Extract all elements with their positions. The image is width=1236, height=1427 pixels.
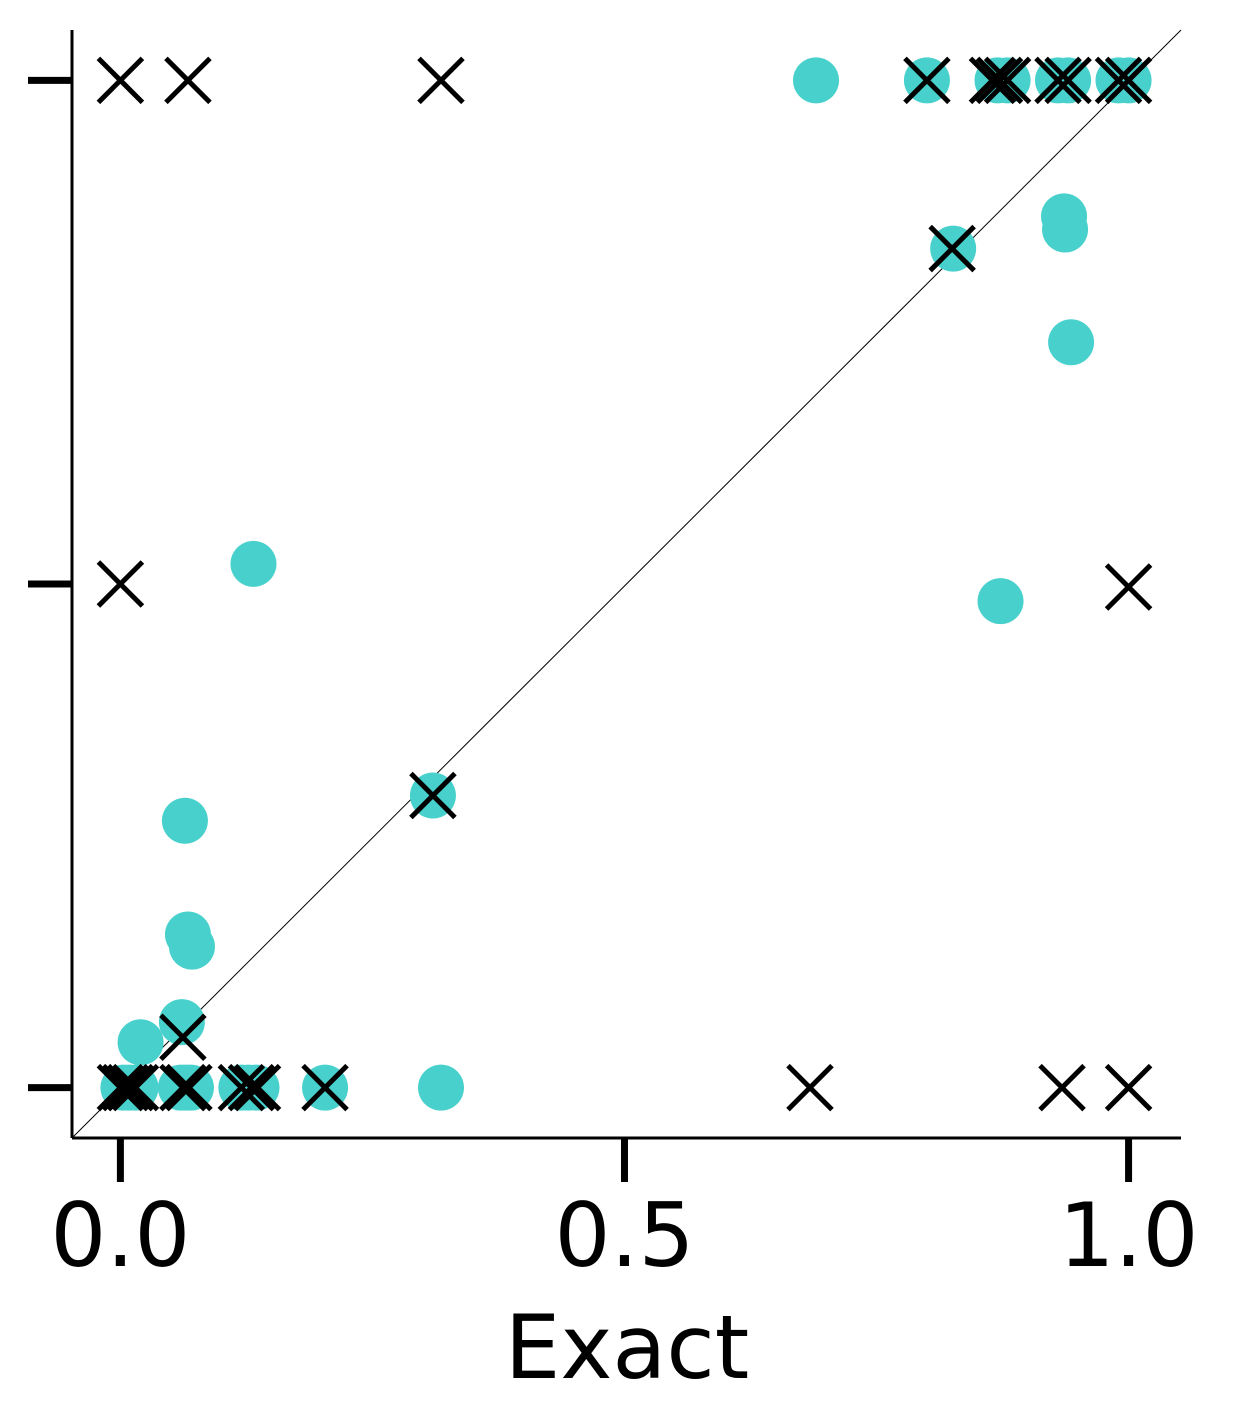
circle-point bbox=[417, 1064, 464, 1111]
circle-point bbox=[793, 57, 840, 104]
circle-point bbox=[158, 999, 205, 1046]
reference-line-layer bbox=[71, 29, 1182, 1139]
cross-point bbox=[106, 1063, 155, 1112]
cross-point bbox=[233, 1063, 282, 1112]
circle-point bbox=[1048, 319, 1095, 366]
x-tick-label: 1.0 bbox=[1059, 1184, 1199, 1287]
circle-point bbox=[230, 540, 277, 587]
ticks-layer: 0.0 0.5 1.0 bbox=[28, 76, 1199, 1287]
cross-point bbox=[1104, 1063, 1153, 1112]
x-tick-label: 0.5 bbox=[555, 1184, 695, 1287]
cross-point bbox=[159, 1013, 207, 1062]
cross-point bbox=[1104, 563, 1153, 611]
cross-point bbox=[928, 224, 976, 273]
cross-point bbox=[164, 56, 212, 105]
data-points-layer bbox=[96, 56, 1153, 1112]
cross-point bbox=[786, 1063, 834, 1112]
cross-point bbox=[1044, 56, 1092, 105]
circle-point bbox=[168, 923, 215, 970]
cross-point bbox=[1094, 56, 1143, 105]
cross-point bbox=[417, 56, 465, 105]
cross-point bbox=[1034, 56, 1082, 105]
cross-point bbox=[96, 56, 145, 105]
cross-point bbox=[96, 1063, 145, 1112]
x-axis-title: Exact bbox=[505, 1296, 750, 1399]
circle-point bbox=[161, 797, 208, 844]
circle-point bbox=[1042, 206, 1089, 253]
cross-point bbox=[903, 56, 951, 105]
cross-point bbox=[1104, 56, 1153, 105]
circle-point bbox=[977, 578, 1024, 625]
cross-point bbox=[968, 56, 1017, 105]
cross-point bbox=[983, 56, 1032, 105]
circle-point bbox=[117, 1019, 164, 1066]
cross-point bbox=[301, 1063, 349, 1112]
cross-point bbox=[96, 560, 145, 608]
cross-point bbox=[165, 1063, 213, 1112]
cross-point bbox=[227, 1063, 276, 1112]
cross-point bbox=[1038, 1063, 1086, 1112]
diagonal-reference-line bbox=[71, 29, 1182, 1139]
cross-point bbox=[101, 1063, 150, 1112]
cross-point bbox=[111, 1063, 160, 1112]
cross-point bbox=[409, 771, 457, 820]
cross-point bbox=[217, 1063, 266, 1112]
cross-point bbox=[159, 1063, 207, 1112]
x-tick-label: 0.0 bbox=[50, 1184, 190, 1287]
cross-point bbox=[975, 56, 1024, 105]
